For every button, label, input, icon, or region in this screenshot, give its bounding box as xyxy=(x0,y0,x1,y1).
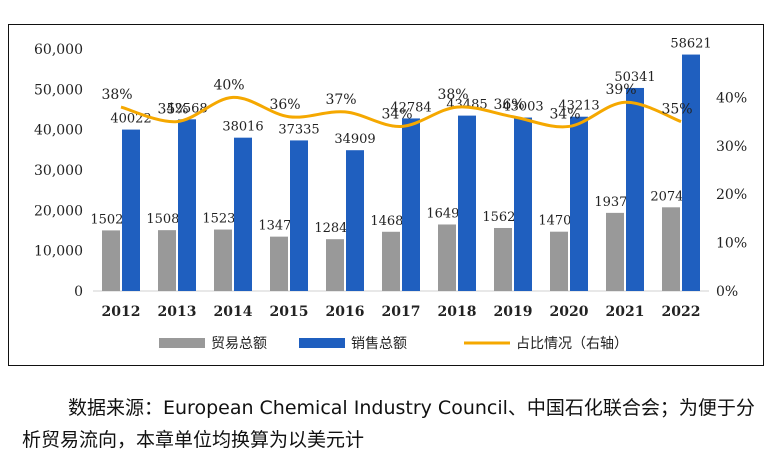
x-tick-label: 2013 xyxy=(158,304,197,320)
legend-trade-label: 贸易总额 xyxy=(211,336,267,352)
data-label-trade: 15023 xyxy=(90,212,131,227)
data-label-trade: 14683 xyxy=(370,214,411,229)
chart-svg: 0 10,000 20,000 30,000 40,000 50,000 60,000 0% 1… xyxy=(34,37,747,352)
y-left-tick-label: 30,000 xyxy=(34,163,83,179)
ratio-data-label: 35% xyxy=(157,102,188,118)
x-tick-label: 2017 xyxy=(382,304,421,320)
bar-trade xyxy=(438,224,456,291)
bar-trade xyxy=(606,212,624,291)
bar-sales xyxy=(234,137,252,291)
x-tick-label: 2020 xyxy=(550,304,589,320)
bar-sales xyxy=(122,129,140,291)
bar-trade xyxy=(494,227,512,291)
legend-trade-swatch xyxy=(159,338,205,348)
data-label-sales: 42784 xyxy=(390,100,431,115)
chart-frame: 0 10,000 20,000 30,000 40,000 50,000 60,000 0% 1… xyxy=(8,24,764,366)
data-label-trade: 19372 xyxy=(594,195,635,210)
data-label-sales: 34909 xyxy=(334,132,375,147)
y-right-tick-label: 0% xyxy=(716,284,738,300)
y-left-tick-label: 50,000 xyxy=(34,82,83,98)
bar-sales xyxy=(570,116,588,291)
ratio-data-label: 37% xyxy=(325,92,356,108)
bar-sales xyxy=(346,150,364,291)
data-label-trade: 15625 xyxy=(482,210,523,225)
bar-trade xyxy=(662,207,680,291)
data-label-trade: 12846 xyxy=(314,221,355,236)
bar-trade xyxy=(550,231,568,291)
y-right-tick-label: 40% xyxy=(716,90,747,106)
ratio-data-label: 36% xyxy=(269,97,300,113)
data-label-sales: 43003 xyxy=(502,100,543,115)
ratio-data-label: 38% xyxy=(437,87,468,103)
x-tick-label: 2019 xyxy=(494,304,533,320)
bar-sales xyxy=(626,87,644,291)
y-left-tick-label: 60,000 xyxy=(34,42,83,58)
ratio-data-label: 35% xyxy=(661,102,692,118)
data-label-sales: 50341 xyxy=(614,70,655,85)
bar-trade xyxy=(382,231,400,291)
data-label-trade: 20749 xyxy=(650,189,691,204)
bar-sales xyxy=(402,118,420,291)
ratio-line xyxy=(120,95,682,129)
x-tick-label: 2018 xyxy=(438,304,477,320)
data-label-trade: 13477 xyxy=(258,219,299,234)
bar-trade xyxy=(158,230,176,291)
bar-sales xyxy=(514,117,532,291)
x-tick-label: 2016 xyxy=(326,304,365,320)
y-right-tick-label: 10% xyxy=(716,236,747,252)
x-tick-label: 2022 xyxy=(662,304,701,320)
y-left-tick-label: 10,000 xyxy=(34,244,83,260)
data-label-trade: 15084 xyxy=(146,212,187,227)
y-left-tick-label: 20,000 xyxy=(34,203,83,219)
bar-sales xyxy=(290,140,308,291)
bar-trade xyxy=(214,229,232,291)
ratio-data-label: 36% xyxy=(493,97,524,113)
x-tick-label: 2014 xyxy=(214,304,253,320)
bar-sales xyxy=(682,54,700,291)
data-label-sales: 37335 xyxy=(278,122,319,137)
ratio-data-label: 34% xyxy=(381,106,412,122)
bar-trade xyxy=(270,236,288,291)
bar-sales xyxy=(178,119,196,291)
y-left-tick-label: 0 xyxy=(74,284,83,300)
y-right-tick-label: 30% xyxy=(716,139,747,155)
source-note: 数据来源：European Chemical Industry Council、… xyxy=(22,397,755,451)
data-label-trade: 14705 xyxy=(538,214,579,229)
ratio-data-label: 40% xyxy=(213,77,244,93)
ratio-data-label: 39% xyxy=(605,82,636,98)
ratio-data-label: 34% xyxy=(549,106,580,122)
legend-sales-label: 销售总额 xyxy=(351,336,407,352)
data-label-sales: 43213 xyxy=(558,99,599,114)
data-label-trade: 16491 xyxy=(426,206,467,221)
y-right-tick-label: 20% xyxy=(716,187,747,203)
legend-ratio-label: 占比情况（右轴） xyxy=(516,336,628,352)
data-label-trade: 15235 xyxy=(202,212,243,227)
y-left-tick-label: 40,000 xyxy=(34,123,83,139)
x-tick-label: 2012 xyxy=(102,304,141,320)
data-label-sales: 58621 xyxy=(670,37,711,52)
bar-sales xyxy=(458,115,476,291)
legend-sales-swatch xyxy=(299,338,345,348)
x-tick-label: 2015 xyxy=(270,304,309,320)
x-tick-label: 2021 xyxy=(606,304,645,320)
data-label-sales: 38016 xyxy=(222,120,263,135)
data-label-sales: 40022 xyxy=(110,112,151,127)
bar-trade xyxy=(102,230,120,291)
ratio-data-label: 38% xyxy=(101,87,132,103)
bar-trade xyxy=(326,239,344,291)
